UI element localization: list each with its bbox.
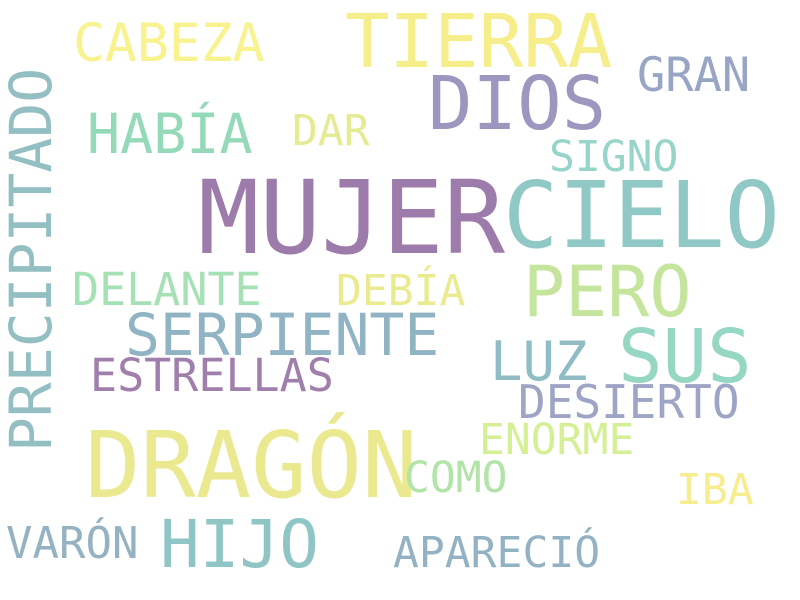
word-aparecio: APARECIÓ — [393, 528, 601, 578]
word-estrellas: ESTRELLAS — [90, 349, 334, 402]
word-habia: HABÍA — [87, 102, 253, 166]
word-tierra: TIERRA — [345, 0, 613, 85]
word-delante: DELANTE — [72, 263, 262, 316]
word-gran: GRAN — [637, 48, 751, 103]
word-iba: IBA — [676, 465, 754, 515]
word-precipitado: PRECIPITADO — [0, 67, 65, 452]
word-varon: VARÓN — [6, 518, 139, 569]
word-sus: SUS — [618, 314, 752, 400]
word-dragon: DRAGÓN — [85, 412, 418, 519]
word-luz: LUZ — [490, 330, 588, 393]
word-debia: DEBÍA — [336, 266, 466, 316]
word-mujer: MUJER — [198, 159, 506, 278]
word-dios: DIOS — [428, 61, 607, 147]
word-signo: SIGNO — [549, 132, 679, 182]
word-como: COMO — [404, 453, 508, 503]
word-dar: DAR — [292, 106, 370, 156]
word-enorme: ENORME — [479, 415, 635, 465]
word-cielo: CIELO — [503, 162, 780, 269]
word-pero: PERO — [523, 251, 692, 333]
word-cabeza: CABEZA — [73, 13, 265, 74]
word-desierto: DESIERTO — [518, 375, 740, 429]
word-hijo: HIJO — [160, 506, 319, 583]
word-serpiente: SERPIENTE — [125, 301, 440, 369]
